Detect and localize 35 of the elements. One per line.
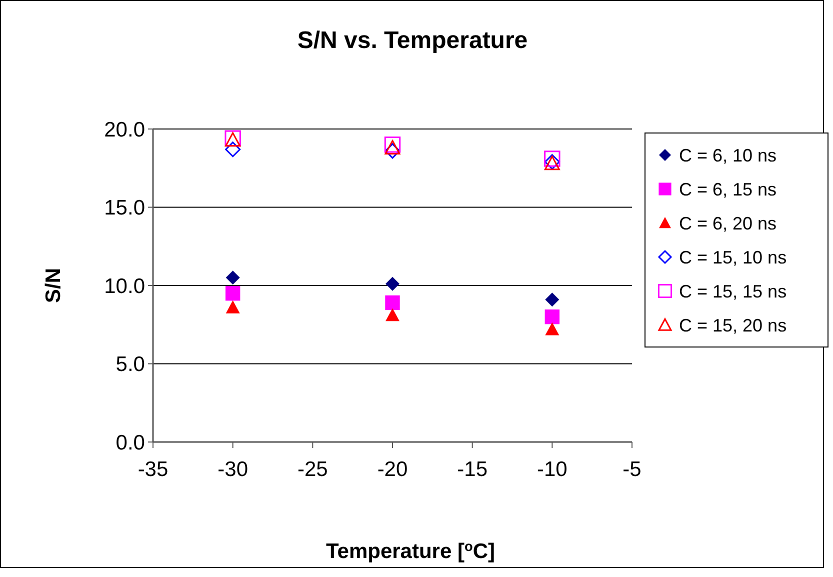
point [544, 309, 560, 324]
y-tick-label: 15.0 [104, 196, 145, 220]
point [545, 322, 560, 336]
point [226, 300, 240, 314]
point [225, 142, 241, 158]
legend-label: C = 6, 15 ns [679, 179, 777, 200]
y-tick-label: 10.0 [104, 274, 145, 298]
point [384, 143, 400, 159]
x-tick-label: -30 [218, 458, 248, 481]
legend-label: C = 6, 20 ns [679, 213, 777, 234]
point [385, 295, 400, 310]
x-tick-label: -5 [622, 458, 642, 481]
y-tick-label: 0.0 [116, 431, 145, 454]
x-tick-label: -15 [457, 458, 488, 481]
legend-label: C = 6, 10 ns [679, 145, 777, 166]
point [544, 150, 560, 167]
x-tick-label: -35 [138, 458, 168, 481]
y-tick-label: 20.0 [104, 118, 145, 142]
point [545, 292, 560, 307]
legend-label: C = 15, 15 ns [679, 281, 787, 302]
legend-label: C = 15, 20 ns [679, 315, 787, 336]
y-axis-title: S/N [42, 268, 65, 304]
point [386, 276, 400, 291]
point [384, 136, 401, 153]
legend-label: C = 15, 10 ns [679, 247, 787, 268]
point [386, 308, 400, 322]
point [226, 270, 240, 285]
chart-title: S/N vs. Temperature [297, 27, 528, 54]
y-tick-label: 5.0 [116, 353, 145, 376]
x-tick-label: -25 [297, 458, 328, 481]
x-axis-title: Temperature [$^{o}$C] [326, 538, 495, 563]
x-tick-label: -10 [536, 458, 568, 481]
point [225, 286, 240, 301]
x-tick-label: -20 [377, 458, 408, 481]
point [384, 140, 400, 154]
